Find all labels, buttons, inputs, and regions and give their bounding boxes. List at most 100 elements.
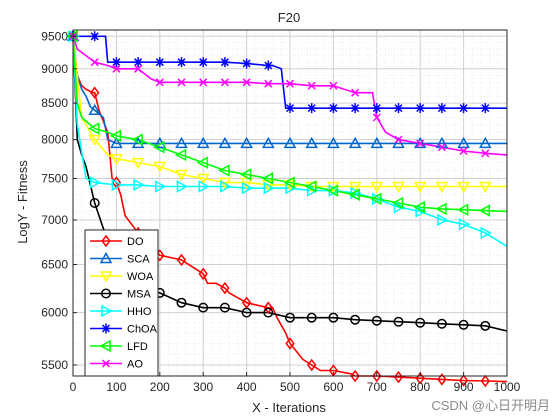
data-point: [176, 180, 189, 193]
data-point: [436, 103, 447, 114]
data-point: [327, 136, 340, 149]
data-point: [219, 57, 230, 68]
data-point: [199, 78, 208, 87]
data-point: [263, 60, 274, 71]
series-markers-choa: [68, 31, 491, 114]
data-point: [109, 129, 122, 143]
data-point: [101, 323, 111, 334]
data-point: [394, 135, 403, 144]
x-axis: 0 100 200 300 400 500 600 700 800 900 1000: [70, 372, 521, 394]
data-point: [154, 57, 165, 68]
data-point: [263, 181, 275, 195]
data-point: [240, 136, 253, 149]
data-point: [348, 188, 360, 201]
data-point: [111, 57, 122, 68]
legend: DO SCA WOA MSA HHO ChOA LFD AO: [84, 229, 159, 377]
data-point: [262, 136, 275, 149]
data-point: [241, 181, 254, 195]
data-point: [134, 64, 143, 73]
data-point: [392, 181, 405, 194]
data-point: [196, 136, 210, 149]
y-axis-label: LogY - Fitness: [15, 160, 30, 244]
data-point: [391, 196, 404, 210]
data-point: [198, 180, 210, 193]
data-point: [351, 88, 360, 97]
y-tick-label: 8000: [41, 133, 68, 147]
data-point: [196, 156, 208, 169]
series-line-sca: [72, 36, 507, 145]
data-point: [285, 79, 295, 88]
data-point: [218, 136, 232, 149]
data-point: [264, 79, 273, 88]
data-point: [372, 369, 382, 383]
data-point: [176, 253, 187, 267]
data-point: [413, 200, 425, 214]
legend-entry: AO: [127, 359, 143, 371]
data-point: [90, 86, 100, 99]
data-point: [371, 103, 382, 114]
data-point: [370, 136, 384, 149]
data-point: [480, 320, 491, 331]
data-point: [306, 184, 319, 197]
data-point: [348, 136, 362, 149]
data-point: [241, 58, 252, 69]
data-point: [99, 271, 113, 283]
legend-entry: ChOA: [127, 324, 158, 336]
data-point: [176, 57, 187, 68]
data-point: [413, 136, 427, 149]
data-point: [458, 319, 469, 330]
data-point: [307, 81, 316, 90]
data-point: [131, 136, 145, 149]
watermark: CSDN @心日开明月: [431, 398, 550, 413]
chart-title: F20: [278, 10, 300, 25]
data-point: [219, 302, 230, 313]
series-line-msa: [72, 36, 508, 332]
data-point: [437, 373, 447, 386]
series-markers-do: [68, 30, 490, 388]
data-point: [435, 202, 447, 216]
data-point: [110, 136, 123, 149]
data-point: [101, 288, 111, 299]
data-point: [89, 176, 102, 189]
data-point: [131, 157, 145, 170]
data-point: [435, 181, 449, 194]
data-point: [350, 314, 361, 325]
series-line-lfd: [72, 36, 508, 213]
data-point: [481, 149, 490, 158]
data-point: [101, 359, 111, 368]
x-tick-label: 700: [367, 380, 387, 394]
x-tick-label: 800: [410, 380, 430, 394]
data-point: [370, 181, 384, 194]
data-point: [111, 178, 123, 192]
data-point: [263, 307, 274, 318]
x-tick-label: 100: [106, 380, 126, 394]
data-point: [198, 267, 208, 281]
data-point: [415, 371, 425, 385]
data-point: [305, 180, 317, 193]
data-point: [220, 78, 229, 87]
data-point: [285, 312, 295, 323]
data-point: [350, 103, 361, 114]
data-point: [480, 374, 490, 388]
y-tick-label: 9500: [41, 29, 68, 43]
y-tick-label: 6000: [41, 306, 68, 320]
data-point: [437, 213, 449, 227]
data-point: [153, 161, 167, 174]
data-point: [329, 81, 338, 90]
y-tick-label: 9000: [41, 62, 68, 76]
legend-entry: HHO: [127, 306, 152, 318]
data-point: [241, 307, 252, 318]
legend-entry: DO: [127, 236, 144, 248]
data-point: [480, 103, 491, 114]
data-point: [155, 78, 164, 87]
data-point: [88, 103, 101, 116]
data-point: [416, 139, 425, 148]
data-point: [415, 205, 427, 218]
series-markers-lfd: [66, 30, 491, 217]
x-tick-label: 200: [150, 380, 170, 394]
data-point: [393, 200, 406, 214]
data-point: [240, 177, 253, 190]
data-point: [415, 103, 426, 114]
data-point: [326, 184, 339, 197]
data-point: [155, 180, 167, 193]
